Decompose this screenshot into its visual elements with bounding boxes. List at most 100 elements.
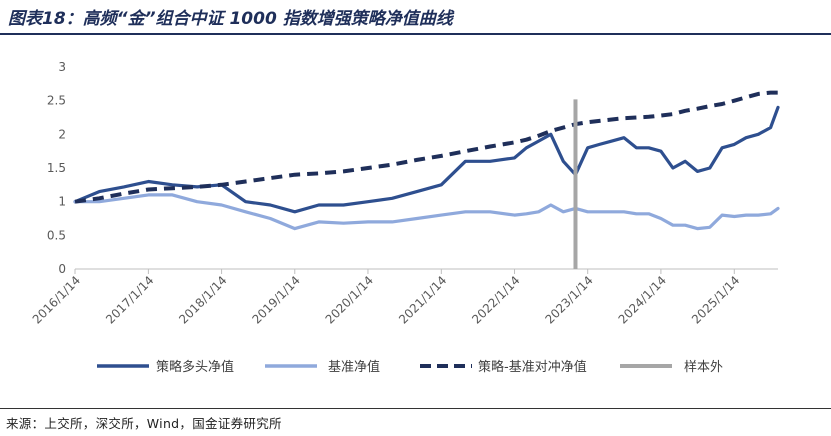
series-2-point <box>778 92 779 93</box>
series-0-point <box>270 205 271 206</box>
plot-lines <box>73 90 780 269</box>
series-1-point <box>392 221 393 222</box>
x-tick-label: 2016/1/14 <box>30 273 83 326</box>
series-2-point <box>611 119 612 120</box>
series-1-point <box>599 211 600 212</box>
series-0-point <box>172 184 173 185</box>
series-1-point <box>660 218 661 219</box>
x-tick-label: 2017/1/14 <box>103 273 156 326</box>
series-0-point <box>123 186 124 187</box>
x-tick-label: 2018/1/14 <box>176 273 229 326</box>
series-1-point <box>538 211 539 212</box>
series-1-point <box>416 218 417 219</box>
series-2-point <box>722 104 723 105</box>
series-1-point <box>318 221 319 222</box>
series-0-point <box>245 201 246 202</box>
series-0-point <box>99 191 100 192</box>
series-line-2 <box>74 90 778 204</box>
series-1-point <box>526 213 527 214</box>
x-tick-label: 2025/1/14 <box>689 273 742 326</box>
series-2-point <box>563 127 564 128</box>
y-tick-label: 2 <box>58 127 66 141</box>
series-2-point <box>587 122 588 123</box>
series-line-1 <box>73 193 780 231</box>
series-1-point <box>746 215 747 216</box>
series-1-point <box>709 227 710 228</box>
series-1-point <box>490 211 491 212</box>
y-tick-label: 0.5 <box>47 228 66 242</box>
series-0-point <box>722 147 723 148</box>
series-0-point <box>624 137 625 138</box>
series-2-point <box>636 117 637 118</box>
series-0-point <box>587 147 588 148</box>
series-1-point <box>778 208 779 209</box>
series-1-point <box>648 213 649 214</box>
y-tick-label: 1 <box>58 195 66 209</box>
x-tick-label: 2023/1/14 <box>542 273 595 326</box>
series-1-point <box>685 225 686 226</box>
series-2-point <box>758 93 759 94</box>
series-0-point <box>416 191 417 192</box>
series-0-point <box>563 161 564 162</box>
series-0-point <box>672 168 673 169</box>
y-tick-label: 1.5 <box>47 161 66 175</box>
legend-label-0: 策略多头净值 <box>156 359 234 375</box>
series-0-point <box>318 205 319 206</box>
series-0-point <box>599 144 600 145</box>
series-1-point <box>245 211 246 212</box>
legend-label-1: 基准净值 <box>328 359 380 375</box>
series-1-point <box>624 211 625 212</box>
series-2-point <box>172 188 173 189</box>
series-1-point <box>172 194 173 195</box>
series-line-0 <box>73 105 780 214</box>
series-0-point <box>550 134 551 135</box>
series-1-point <box>367 221 368 222</box>
x-axis: 2016/1/14 2017/1/14 2018/1/14 2019/1/14 2020… <box>30 268 778 327</box>
series-0-point <box>660 151 661 152</box>
series-2-point <box>197 186 198 187</box>
series-0-point <box>648 147 649 148</box>
legend: 策略多头净值 基准净值 策略-基准对冲净值 样本外 <box>97 359 723 375</box>
series-1-point <box>294 228 295 229</box>
y-axis: 0 0.5 1 1.5 2 2.5 3 <box>47 60 66 276</box>
series-1-point <box>441 215 442 216</box>
series-2-point <box>734 100 735 101</box>
net-value-chart: 0 0.5 1 1.5 2 2.5 3 2016/1/14 2017/1/14 2018/1/1… <box>30 60 780 375</box>
series-1-point <box>221 205 222 206</box>
series-2-point <box>709 106 710 107</box>
series-0-point <box>526 147 527 148</box>
series-0-point <box>392 198 393 199</box>
y-tick-label: 3 <box>58 60 66 74</box>
x-tick-label: 2024/1/14 <box>616 273 669 326</box>
series-0-point <box>734 144 735 145</box>
series-2-point <box>685 110 686 111</box>
series-1-point <box>550 205 551 206</box>
source-note: 来源：上交所，深交所，Wind，国金证券研究所 <box>6 416 282 431</box>
series-2-point <box>538 135 539 136</box>
series-0-point <box>367 201 368 202</box>
series-1-point <box>197 201 198 202</box>
series-2-point <box>343 171 344 172</box>
series-2-point <box>648 116 649 117</box>
series-2-point <box>465 151 466 152</box>
y-tick-label: 0 <box>58 262 66 276</box>
legend-label-3: 样本外 <box>684 360 723 375</box>
series-1-point <box>148 194 149 195</box>
series-0-point <box>770 127 771 128</box>
series-2-point <box>770 92 771 93</box>
series-2-point <box>672 114 673 115</box>
series-2-point <box>123 193 124 194</box>
series-1-point <box>123 198 124 199</box>
series-1-point <box>514 215 515 216</box>
series-0-point <box>490 161 491 162</box>
series-1-point <box>636 213 637 214</box>
x-tick-label: 2021/1/14 <box>396 273 449 326</box>
series-2-point <box>514 142 515 143</box>
series-1-point <box>672 225 673 226</box>
series-2-point <box>367 168 368 169</box>
series-0-point <box>746 137 747 138</box>
series-2-point <box>75 201 76 202</box>
series-0-point <box>685 161 686 162</box>
series-1-point <box>270 218 271 219</box>
series-1-point <box>770 213 771 214</box>
